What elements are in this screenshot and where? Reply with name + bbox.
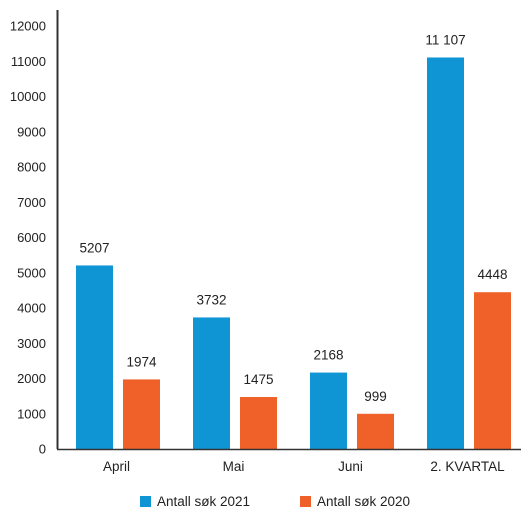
x-tick-label: Juni (338, 459, 363, 474)
bar-2020 (123, 379, 160, 449)
y-tick-label: 11000 (11, 54, 46, 69)
bar-2020 (474, 292, 511, 449)
data-label: 11 107 (425, 32, 465, 47)
data-label: 1475 (243, 372, 273, 387)
y-tick-label: 5000 (17, 265, 46, 280)
legend-label: Antall søk 2020 (317, 494, 410, 509)
y-tick-label: 7000 (17, 195, 46, 210)
legend-swatch (140, 496, 151, 507)
y-tick-label: 12000 (10, 19, 46, 34)
bar-2021 (193, 317, 230, 449)
y-tick-label: 4000 (17, 301, 46, 316)
bar-2021 (310, 372, 347, 449)
y-tick-label: 2000 (17, 371, 46, 386)
y-tick-label: 8000 (17, 160, 46, 175)
x-tick-label: April (103, 459, 130, 474)
y-tick-label: 10000 (10, 89, 46, 104)
legend: Antall søk 2021 Antall søk 2020 (140, 494, 410, 509)
y-tick-label: 3000 (17, 336, 46, 351)
y-tick-label: 9000 (17, 124, 46, 139)
legend-label: Antall søk 2021 (157, 494, 250, 509)
data-label: 3732 (196, 292, 226, 307)
x-tick-label: Mai (223, 459, 245, 474)
bar-2021 (427, 57, 464, 450)
data-label: 4448 (477, 267, 507, 282)
x-axis-labels: April Mai Juni 2. KVARTAL (103, 459, 505, 474)
x-tick-label: 2. KVARTAL (430, 459, 505, 474)
legend-swatch (300, 496, 311, 507)
data-label: 2168 (313, 348, 343, 363)
bar-2020 (357, 413, 394, 449)
y-tick-label: 1000 (17, 406, 46, 421)
y-axis-ticks: 0 1000 2000 3000 4000 5000 6000 7000 8000 9000 100… (10, 19, 46, 457)
y-tick-label: 0 (39, 442, 46, 457)
bar-2021 (76, 265, 113, 449)
bars (76, 57, 511, 450)
data-label: 999 (364, 389, 387, 404)
y-tick-label: 6000 (17, 230, 46, 245)
data-labels: 5207 1974 3732 1475 2168 999 11 107 4448 (79, 32, 507, 403)
bar-2020 (240, 397, 277, 449)
data-label: 1974 (126, 354, 157, 369)
data-label: 5207 (79, 240, 109, 255)
